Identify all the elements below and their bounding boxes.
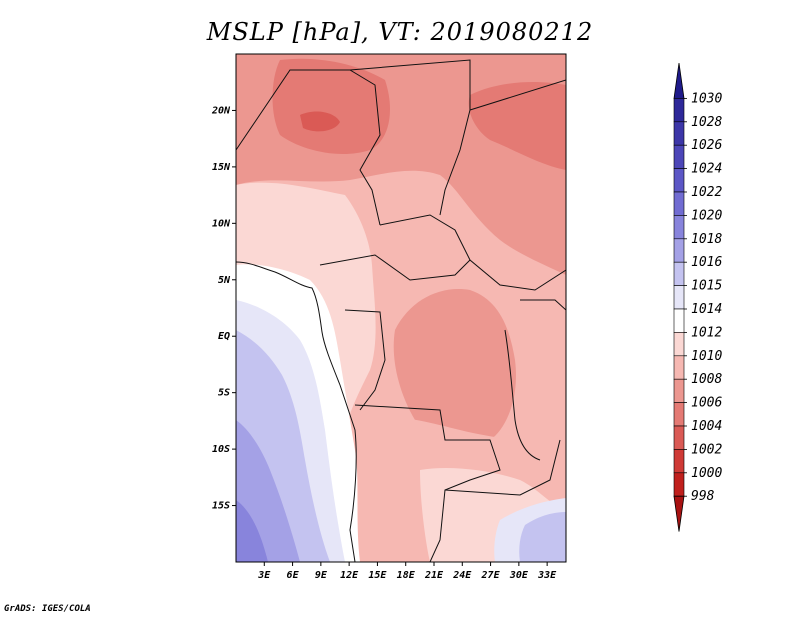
border-north-1 <box>236 69 381 226</box>
y-tick-label-10S: 10S <box>212 444 230 455</box>
contour-1010-basin <box>393 289 516 444</box>
colorbar-swatch-13 <box>673 378 685 403</box>
colorbar-swatch-10 <box>673 308 685 333</box>
colorbar-swatch-15 <box>673 425 685 450</box>
y-tick-label-5S: 5S <box>218 388 230 399</box>
border-central-1 <box>319 254 471 281</box>
contour-1022-ocean <box>236 500 268 562</box>
y-tick-label-EQ: EQ <box>218 331 230 342</box>
colorbar-swatch-14 <box>673 402 685 427</box>
y-tick-label-15N: 15N <box>212 162 231 173</box>
border-north-3 <box>349 59 471 216</box>
contour-1006-northeast <box>468 82 566 170</box>
colorbar-swatch-16 <box>673 449 685 474</box>
colorbar-label-1028: 1028 <box>691 115 722 130</box>
contour-1006-north <box>272 58 390 155</box>
x-tick-label-30E: 30E <box>509 570 529 581</box>
border-east-1 <box>504 329 541 461</box>
colorbar-swatch-12 <box>673 355 685 380</box>
x-tick-label-21E: 21E <box>424 570 444 581</box>
border-east-2 <box>520 299 566 311</box>
map-frame <box>235 53 567 563</box>
chart-title: MSLP [hPa], VT: 2019080212 <box>206 18 594 46</box>
colorbar-swatch-17 <box>673 472 685 497</box>
colorbar-swatch-11 <box>673 332 685 357</box>
colorbar-bottom-arrow <box>673 495 685 532</box>
west-african-coastline <box>236 261 357 562</box>
border-central-2 <box>344 309 386 411</box>
border-south-2 <box>444 439 561 496</box>
colorbar-label-1004: 1004 <box>691 419 722 434</box>
x-tick-label-9E: 9E <box>315 570 328 581</box>
colorbar-swatch-5 <box>673 191 685 216</box>
colorbar-label-998: 998 <box>691 489 715 504</box>
colorbar-swatch-4 <box>673 168 685 193</box>
x-tick-label-18E: 18E <box>397 570 416 581</box>
x-tick-label-6E: 6E <box>287 570 300 581</box>
mslp-field <box>236 54 566 562</box>
border-south-1 <box>354 404 501 562</box>
y-tick-label-15S: 15S <box>212 501 230 512</box>
colorbar-label-1026: 1026 <box>691 138 722 153</box>
colorbar-swatch-7 <box>673 238 685 263</box>
colorbar-swatch-2 <box>673 121 685 146</box>
x-tick-label-24E: 24E <box>452 570 472 581</box>
x-tick-label-33E: 33E <box>537 570 557 581</box>
colorbar-label-1010: 1010 <box>691 349 722 364</box>
colorbar-swatch-3 <box>673 144 685 169</box>
colorbar-label-1020: 1020 <box>691 208 722 223</box>
contour-1018-east <box>519 512 566 562</box>
footer-credit: GrADS: IGES/COLA <box>4 604 91 614</box>
y-tick-label-10N: 10N <box>212 218 231 229</box>
coastlines-borders <box>236 59 566 562</box>
colorbar-swatch-1 <box>673 98 685 123</box>
colorbar-label-1012: 1012 <box>691 325 722 340</box>
colorbar-label-1002: 1002 <box>691 442 722 457</box>
y-tick-label-5N: 5N <box>218 275 231 286</box>
x-tick-label-27E: 27E <box>481 570 501 581</box>
x-tick-label-12E: 12E <box>340 570 359 581</box>
colorbar-swatch-6 <box>673 215 685 240</box>
contour-1004-core <box>300 111 340 132</box>
colorbar-top-arrow <box>673 62 685 99</box>
colorbar-label-1000: 1000 <box>691 466 722 481</box>
colorbar-label-1014: 1014 <box>691 302 722 317</box>
colorbar-label-1015: 1015 <box>691 279 722 294</box>
colorbar-label-1006: 1006 <box>691 396 722 411</box>
colorbar-label-1018: 1018 <box>691 232 722 247</box>
x-tick-label-3E: 3E <box>257 570 271 581</box>
colorbar-label-1016: 1016 <box>691 255 722 270</box>
border-north-4 <box>469 79 566 111</box>
y-tick-label-20N: 20N <box>211 105 231 116</box>
colorbar-swatch-9 <box>673 285 685 310</box>
colorbar-swatch-8 <box>673 261 685 286</box>
colorbar-label-1022: 1022 <box>691 185 722 200</box>
colorbar-label-1030: 1030 <box>691 91 722 106</box>
colorbar-label-1024: 1024 <box>691 162 722 177</box>
colorbar-label-1008: 1008 <box>691 372 722 387</box>
x-tick-label-15E: 15E <box>368 570 387 581</box>
